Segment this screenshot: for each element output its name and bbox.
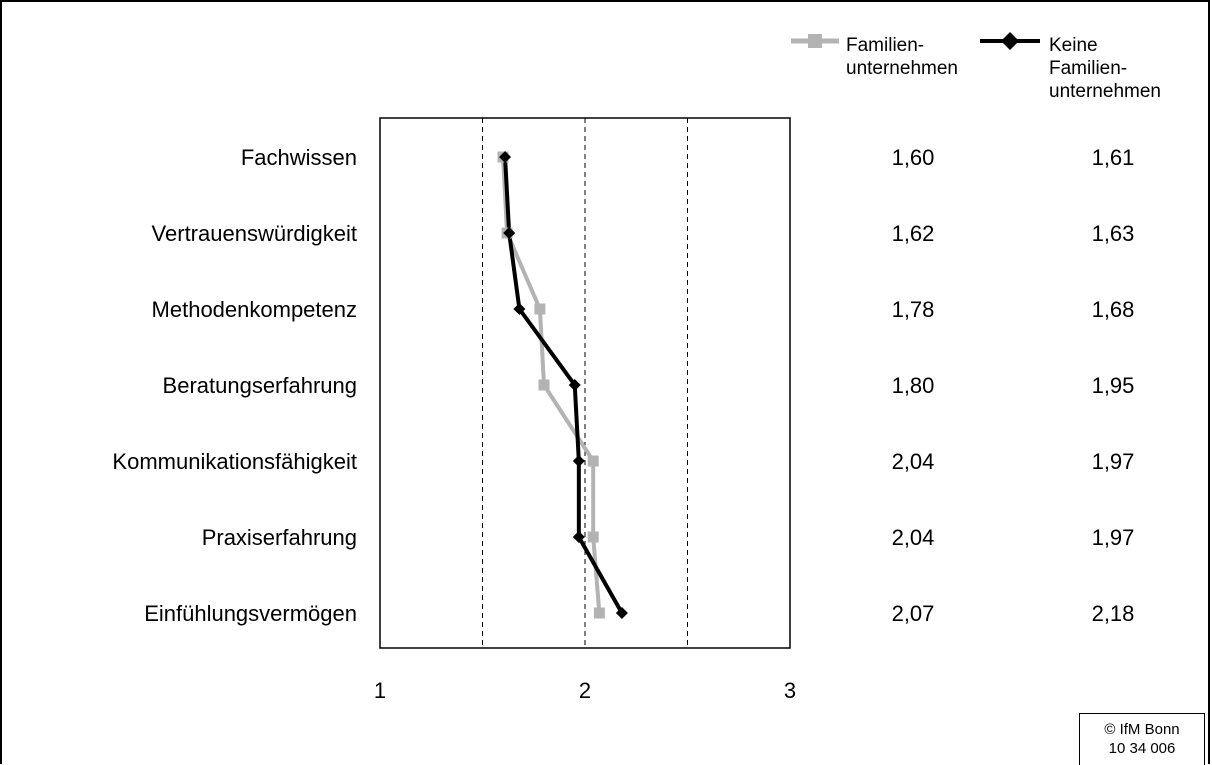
data-point-diamond [499, 151, 512, 163]
data-point-square [534, 303, 546, 315]
data-label: 1,63 [1092, 221, 1135, 246]
data-label: 1,62 [892, 221, 935, 246]
data-point-diamond [572, 455, 585, 467]
data-point-square [538, 379, 550, 391]
data-label: 2,18 [1092, 601, 1135, 626]
data-label: 2,07 [892, 601, 935, 626]
category-label: Kommunikationsfähigkeit [112, 449, 357, 474]
data-point-diamond [615, 607, 628, 619]
legend-marker-diamond [1001, 32, 1019, 50]
legend-marker-square [808, 34, 822, 48]
data-label: 1,80 [892, 373, 935, 398]
x-tick-label: 2 [579, 678, 591, 703]
x-tick-label: 3 [784, 678, 796, 703]
x-tick-label: 1 [374, 678, 386, 703]
category-label: Vertrauenswürdigkeit [152, 221, 357, 246]
category-label: Fachwissen [241, 145, 357, 170]
series-line-2 [503, 156, 624, 614]
data-point-square [587, 531, 599, 543]
category-label: Beratungserfahrung [163, 373, 357, 398]
category-label: Einfühlungsvermögen [144, 601, 357, 626]
data-label: 2,04 [892, 449, 935, 474]
data-label: 1,97 [1092, 525, 1135, 550]
data-label: 1,97 [1092, 449, 1135, 474]
data-label: 1,61 [1092, 145, 1135, 170]
legend-label-keine-familienunternehmen: Keine Familien- unternehmen [1049, 35, 1161, 102]
legend-label-familienunternehmen: Familien- unternehmen [846, 35, 958, 79]
data-point-diamond [513, 303, 526, 315]
data-point-diamond [568, 379, 581, 391]
data-label: 1,95 [1092, 373, 1135, 398]
data-point-square [587, 455, 599, 467]
category-label: Methodenkompetenz [152, 297, 357, 322]
data-label: 2,04 [892, 525, 935, 550]
data-label: 1,60 [892, 145, 935, 170]
copyright-box: © IfM Bonn 10 34 006 [1079, 713, 1205, 765]
data-point-diamond [572, 531, 585, 543]
data-label: 1,78 [892, 297, 935, 322]
data-label: 1,68 [1092, 297, 1135, 322]
data-point-square [593, 607, 605, 619]
data-point-diamond [503, 227, 516, 239]
category-label: Praxiserfahrung [202, 525, 357, 550]
